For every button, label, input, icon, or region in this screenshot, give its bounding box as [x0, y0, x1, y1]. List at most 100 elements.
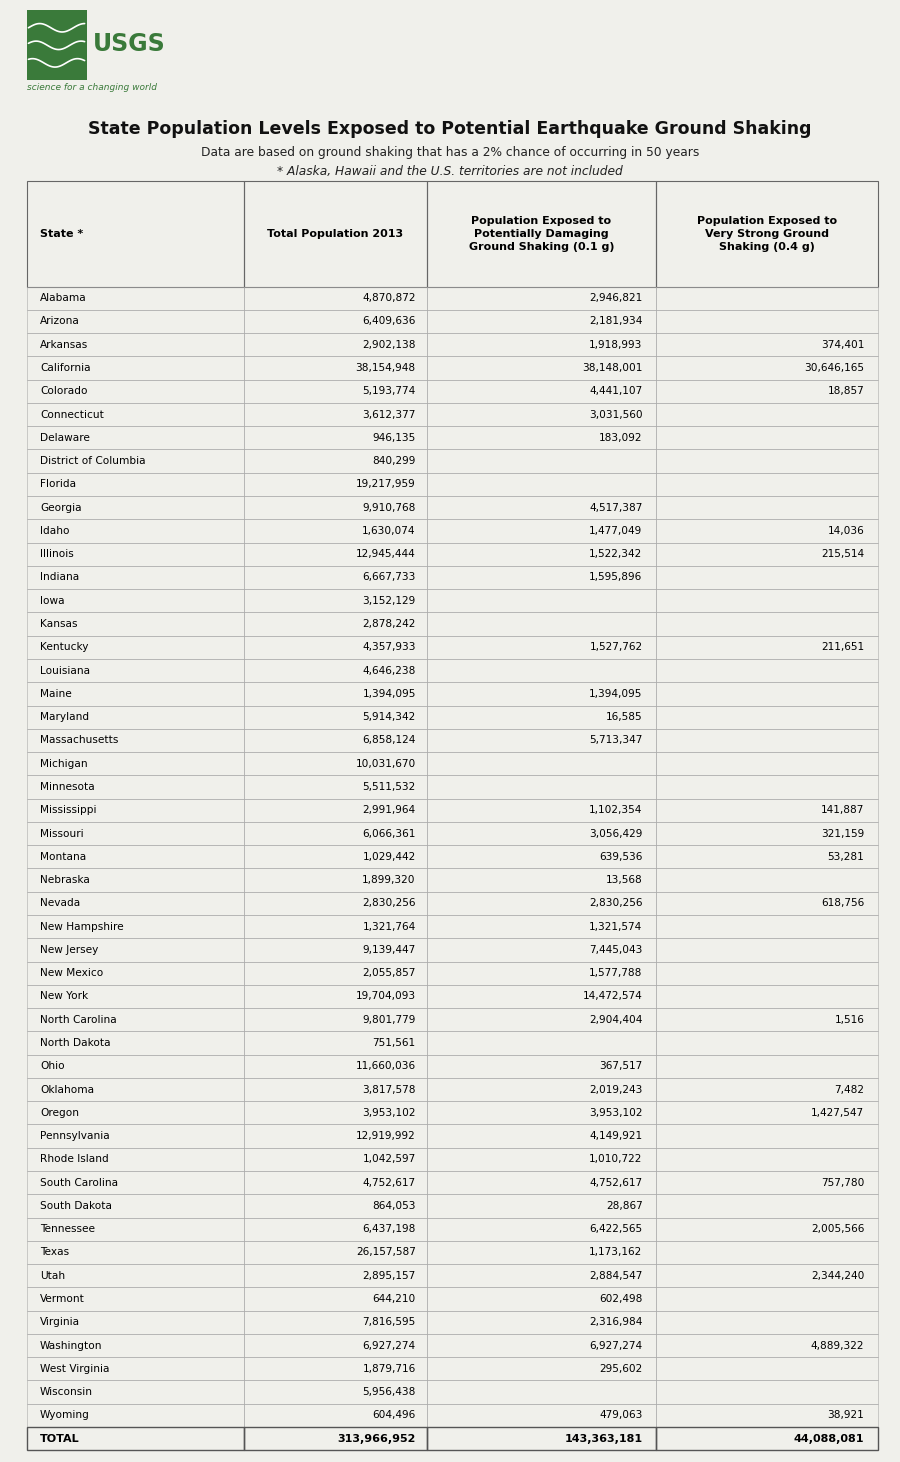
- Text: Montana: Montana: [40, 852, 86, 861]
- Text: West Virginia: West Virginia: [40, 1364, 110, 1374]
- Text: 1,427,547: 1,427,547: [811, 1108, 864, 1118]
- Text: 4,752,617: 4,752,617: [363, 1178, 416, 1187]
- Text: 11,660,036: 11,660,036: [356, 1061, 416, 1072]
- Text: Wisconsin: Wisconsin: [40, 1387, 93, 1398]
- Text: 946,135: 946,135: [373, 433, 416, 443]
- Text: 2,055,857: 2,055,857: [363, 968, 416, 978]
- Text: 1,321,764: 1,321,764: [363, 921, 416, 931]
- Text: Minnesota: Minnesota: [40, 782, 94, 792]
- Text: 321,159: 321,159: [821, 829, 864, 839]
- Text: 6,066,361: 6,066,361: [363, 829, 416, 839]
- Text: 1,595,896: 1,595,896: [590, 573, 643, 582]
- Text: 4,752,617: 4,752,617: [590, 1178, 643, 1187]
- Text: 2,005,566: 2,005,566: [811, 1224, 864, 1234]
- Text: 28,867: 28,867: [606, 1200, 643, 1211]
- Text: 211,651: 211,651: [821, 642, 864, 652]
- Text: 141,887: 141,887: [821, 806, 864, 816]
- Text: 1,516: 1,516: [834, 1015, 864, 1025]
- Text: 1,899,320: 1,899,320: [363, 876, 416, 885]
- Text: 3,056,429: 3,056,429: [590, 829, 643, 839]
- Text: 2,884,547: 2,884,547: [590, 1270, 643, 1281]
- Text: 6,927,274: 6,927,274: [363, 1341, 416, 1351]
- Text: District of Columbia: District of Columbia: [40, 456, 146, 466]
- Text: 3,953,102: 3,953,102: [363, 1108, 416, 1118]
- Text: Idaho: Idaho: [40, 526, 69, 537]
- Text: 479,063: 479,063: [599, 1411, 643, 1421]
- Text: * Alaska, Hawaii and the U.S. territories are not included: * Alaska, Hawaii and the U.S. territorie…: [277, 165, 623, 178]
- Text: Virginia: Virginia: [40, 1317, 80, 1327]
- Text: USGS: USGS: [94, 32, 166, 56]
- Text: Mississippi: Mississippi: [40, 806, 96, 816]
- Text: 10,031,670: 10,031,670: [356, 759, 416, 769]
- Text: State *: State *: [40, 230, 84, 238]
- Text: 14,472,574: 14,472,574: [583, 991, 643, 1001]
- Text: 6,422,565: 6,422,565: [590, 1224, 643, 1234]
- Text: 367,517: 367,517: [599, 1061, 643, 1072]
- Text: Kentucky: Kentucky: [40, 642, 88, 652]
- Text: 4,889,322: 4,889,322: [811, 1341, 864, 1351]
- Text: 44,088,081: 44,088,081: [794, 1434, 864, 1443]
- Text: North Carolina: North Carolina: [40, 1015, 117, 1025]
- Text: 1,173,162: 1,173,162: [590, 1247, 643, 1257]
- Bar: [27, 10, 87, 80]
- Text: New Mexico: New Mexico: [40, 968, 104, 978]
- Text: 19,217,959: 19,217,959: [356, 480, 416, 490]
- Text: 18,857: 18,857: [827, 386, 864, 396]
- Text: 5,956,438: 5,956,438: [363, 1387, 416, 1398]
- Text: State Population Levels Exposed to Potential Earthquake Ground Shaking: State Population Levels Exposed to Poten…: [88, 120, 812, 137]
- Text: 4,646,238: 4,646,238: [363, 665, 416, 675]
- Text: 215,514: 215,514: [821, 550, 864, 558]
- Text: Texas: Texas: [40, 1247, 69, 1257]
- Text: Iowa: Iowa: [40, 596, 65, 605]
- Text: Alabama: Alabama: [40, 294, 86, 303]
- Text: 30,646,165: 30,646,165: [805, 363, 864, 373]
- Text: 1,102,354: 1,102,354: [590, 806, 643, 816]
- Text: 604,496: 604,496: [373, 1411, 416, 1421]
- Text: Georgia: Georgia: [40, 503, 82, 513]
- Text: 1,010,722: 1,010,722: [590, 1155, 643, 1164]
- Text: 864,053: 864,053: [373, 1200, 416, 1211]
- Text: 5,713,347: 5,713,347: [590, 735, 643, 746]
- Text: 183,092: 183,092: [599, 433, 643, 443]
- Text: South Dakota: South Dakota: [40, 1200, 112, 1211]
- Text: Tennessee: Tennessee: [40, 1224, 95, 1234]
- Text: 2,991,964: 2,991,964: [363, 806, 416, 816]
- Text: science for a changing world: science for a changing world: [27, 83, 157, 92]
- Text: 6,858,124: 6,858,124: [363, 735, 416, 746]
- Text: 2,830,256: 2,830,256: [590, 898, 643, 908]
- Text: 9,801,779: 9,801,779: [363, 1015, 416, 1025]
- Text: 3,152,129: 3,152,129: [363, 596, 416, 605]
- Text: 6,409,636: 6,409,636: [363, 316, 416, 326]
- Text: 1,527,762: 1,527,762: [590, 642, 643, 652]
- Text: 4,870,872: 4,870,872: [363, 294, 416, 303]
- Text: 2,181,934: 2,181,934: [590, 316, 643, 326]
- Text: Florida: Florida: [40, 480, 76, 490]
- Text: 2,946,821: 2,946,821: [590, 294, 643, 303]
- Text: Oregon: Oregon: [40, 1108, 79, 1118]
- Text: Missouri: Missouri: [40, 829, 84, 839]
- Text: Louisiana: Louisiana: [40, 665, 90, 675]
- Text: Massachusetts: Massachusetts: [40, 735, 119, 746]
- Text: 840,299: 840,299: [373, 456, 416, 466]
- Text: 2,902,138: 2,902,138: [363, 339, 416, 349]
- Text: 2,904,404: 2,904,404: [590, 1015, 643, 1025]
- Text: 757,780: 757,780: [821, 1178, 864, 1187]
- Text: 313,966,952: 313,966,952: [338, 1434, 416, 1443]
- Text: 5,511,532: 5,511,532: [363, 782, 416, 792]
- Text: 6,927,274: 6,927,274: [590, 1341, 643, 1351]
- Text: 639,536: 639,536: [599, 852, 643, 861]
- Text: Illinois: Illinois: [40, 550, 74, 558]
- Text: 751,561: 751,561: [373, 1038, 416, 1048]
- Text: Arkansas: Arkansas: [40, 339, 88, 349]
- Text: 4,149,921: 4,149,921: [590, 1132, 643, 1140]
- Text: Ohio: Ohio: [40, 1061, 65, 1072]
- Text: 1,321,574: 1,321,574: [590, 921, 643, 931]
- Text: 1,522,342: 1,522,342: [590, 550, 643, 558]
- Text: 19,704,093: 19,704,093: [356, 991, 416, 1001]
- Text: 143,363,181: 143,363,181: [564, 1434, 643, 1443]
- Text: Maryland: Maryland: [40, 712, 89, 722]
- Text: 26,157,587: 26,157,587: [356, 1247, 416, 1257]
- Text: 38,148,001: 38,148,001: [582, 363, 643, 373]
- Text: 4,357,933: 4,357,933: [363, 642, 416, 652]
- Text: Data are based on ground shaking that has a 2% chance of occurring in 50 years: Data are based on ground shaking that ha…: [201, 146, 699, 159]
